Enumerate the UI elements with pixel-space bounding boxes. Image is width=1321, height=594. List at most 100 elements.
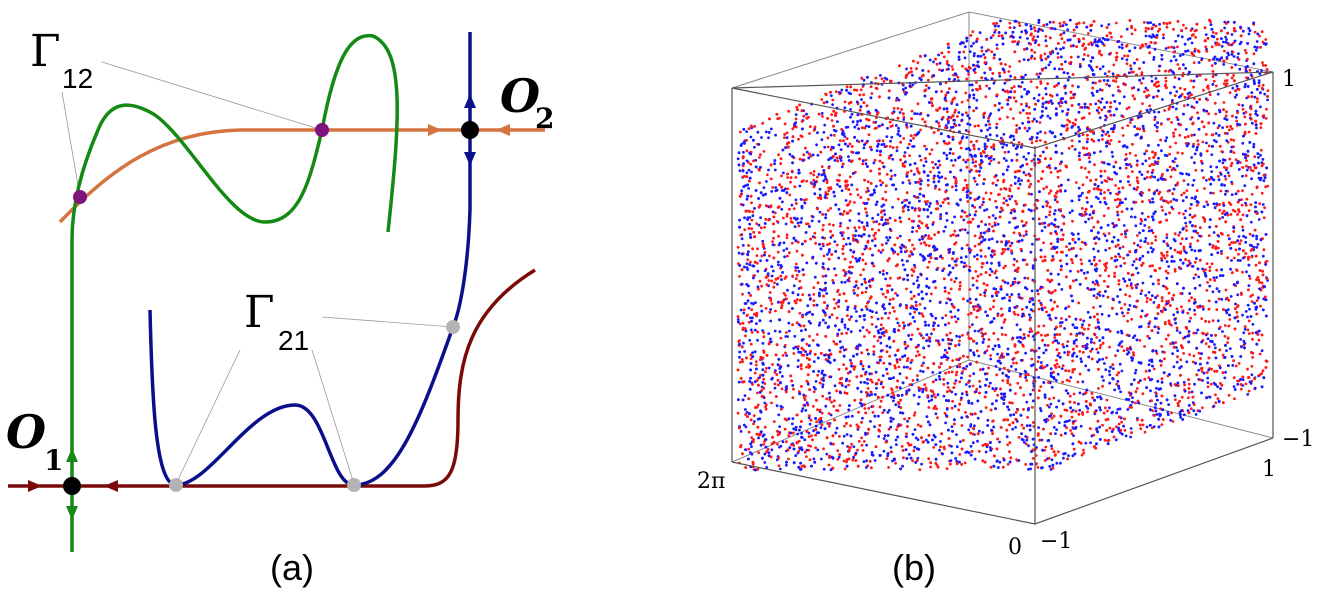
scatter-point [1118, 255, 1122, 259]
scatter-point [942, 229, 946, 233]
scatter-point [1163, 109, 1166, 112]
scatter-point [905, 191, 909, 195]
scatter-point [907, 179, 911, 182]
scatter-point [1064, 23, 1068, 26]
scatter-point [917, 386, 921, 389]
scatter-point [786, 187, 790, 191]
scatter-point [997, 345, 1001, 349]
scatter-point [1194, 273, 1198, 277]
scatter-point [1028, 112, 1032, 115]
scatter-point [770, 190, 774, 193]
scatter-point [1043, 365, 1047, 369]
scatter-point [938, 371, 942, 375]
scatter-point [1244, 201, 1247, 205]
scatter-point [1229, 267, 1232, 271]
scatter-point [965, 364, 969, 368]
scatter-point [1131, 400, 1134, 404]
scatter-point [1230, 145, 1234, 149]
scatter-point [1165, 276, 1169, 280]
scatter-point [1105, 398, 1109, 402]
scatter-point [1059, 33, 1062, 37]
scatter-point [1133, 46, 1137, 50]
scatter-point [833, 267, 836, 271]
scatter-point [1000, 307, 1003, 311]
scatter-point [738, 169, 742, 173]
scatter-point [1125, 58, 1129, 62]
scatter-point [782, 291, 786, 295]
scatter-point [1101, 294, 1105, 298]
scatter-point [1105, 34, 1109, 38]
scatter-point [857, 440, 861, 443]
scatter-point [846, 144, 850, 148]
scatter-point [1179, 242, 1183, 246]
scatter-point [1095, 195, 1098, 199]
scatter-point [821, 385, 825, 389]
scatter-point [1143, 345, 1146, 348]
scatter-point [1256, 243, 1260, 246]
scatter-point [756, 247, 759, 251]
scatter-point [1167, 46, 1170, 49]
scatter-point [1193, 313, 1197, 316]
scatter-point [1017, 141, 1021, 144]
scatter-point [997, 161, 1001, 165]
scatter-point [1106, 223, 1110, 227]
scatter-point [1259, 304, 1262, 308]
scatter-point [1215, 308, 1219, 312]
scatter-point [1127, 351, 1131, 354]
scatter-point [809, 349, 812, 353]
scatter-point [866, 180, 870, 184]
scatter-point [1009, 107, 1013, 111]
scatter-point [979, 368, 982, 372]
scatter-point [1265, 259, 1269, 263]
scatter-point [1107, 274, 1111, 278]
scatter-point [1086, 271, 1089, 274]
scatter-point [877, 435, 881, 438]
scatter-point [903, 151, 907, 154]
scatter-point [871, 453, 875, 457]
scatter-point [1245, 164, 1248, 168]
scatter-point [797, 137, 800, 141]
saddle-point-o1 [63, 477, 81, 495]
scatter-point [1009, 74, 1012, 78]
scatter-point [918, 199, 921, 203]
scatter-point [1061, 214, 1064, 218]
scatter-point [1012, 138, 1016, 142]
scatter-point [816, 175, 819, 179]
scatter-point [1182, 245, 1186, 249]
scatter-point [968, 269, 972, 273]
scatter-point [771, 269, 775, 273]
scatter-point [972, 41, 975, 45]
scatter-point [1244, 203, 1248, 207]
scatter-point [1059, 24, 1062, 28]
scatter-point [832, 223, 835, 227]
scatter-point [1070, 410, 1074, 414]
scatter-point [826, 253, 829, 256]
scatter-point [1119, 390, 1122, 394]
scatter-point [1126, 319, 1129, 323]
scatter-point [1133, 28, 1137, 32]
scatter-point [752, 274, 755, 278]
scatter-point [1261, 40, 1265, 44]
scatter-point [865, 328, 869, 332]
scatter-point [962, 158, 965, 162]
scatter-point [811, 339, 815, 342]
scatter-point [1160, 149, 1163, 153]
scatter-point [1240, 203, 1244, 207]
scatter-point [1203, 219, 1207, 223]
scatter-point [925, 223, 929, 227]
scatter-point [894, 461, 897, 465]
scatter-point [1132, 378, 1136, 382]
scatter-point [964, 383, 968, 386]
scatter-point [996, 178, 1000, 182]
scatter-point [973, 71, 977, 74]
scatter-point [1212, 121, 1216, 125]
scatter-point [873, 459, 877, 462]
scatter-point [1236, 379, 1239, 383]
scatter-point [1105, 356, 1108, 360]
scatter-point [747, 227, 751, 230]
scatter-point [741, 175, 745, 179]
scatter-point [1136, 271, 1140, 275]
scatter-point [1045, 146, 1049, 150]
scatter-point [793, 334, 797, 338]
scatter-point [1062, 456, 1065, 460]
